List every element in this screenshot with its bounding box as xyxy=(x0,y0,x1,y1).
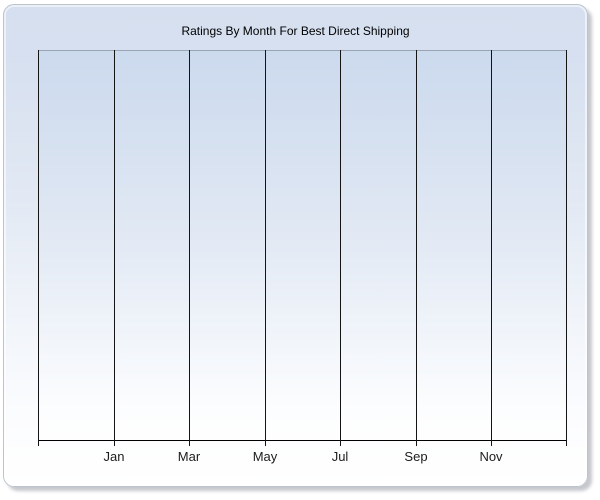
vertical-gridline xyxy=(265,50,266,440)
x-axis-tick xyxy=(114,440,115,446)
x-axis-tick xyxy=(189,440,190,446)
x-axis-tick xyxy=(416,440,417,446)
x-axis-label: May xyxy=(252,449,278,464)
x-axis-label: Jul xyxy=(331,449,349,464)
x-axis-tick xyxy=(265,440,266,446)
plot-right-border xyxy=(566,50,567,440)
x-axis-tick xyxy=(38,440,39,446)
vertical-gridline xyxy=(340,50,341,440)
y-axis-line xyxy=(38,50,39,440)
x-axis-tick xyxy=(566,440,567,446)
vertical-gridline xyxy=(114,50,115,440)
x-axis-label: Jan xyxy=(103,449,125,464)
x-axis-label: Mar xyxy=(177,449,201,464)
x-axis-label: Nov xyxy=(479,449,503,464)
vertical-gridline xyxy=(416,50,417,440)
vertical-gridline xyxy=(491,50,492,440)
x-axis-tick xyxy=(340,440,341,446)
x-axis-label: Sep xyxy=(404,449,428,464)
chart-title: Ratings By Month For Best Direct Shippin… xyxy=(181,24,410,38)
plot-area: Jan Mar May Jul Sep Nov xyxy=(38,50,567,464)
chart-panel: Ratings By Month For Best Direct Shippin… xyxy=(3,4,588,487)
vertical-gridline xyxy=(189,50,190,440)
x-axis-tick xyxy=(491,440,492,446)
